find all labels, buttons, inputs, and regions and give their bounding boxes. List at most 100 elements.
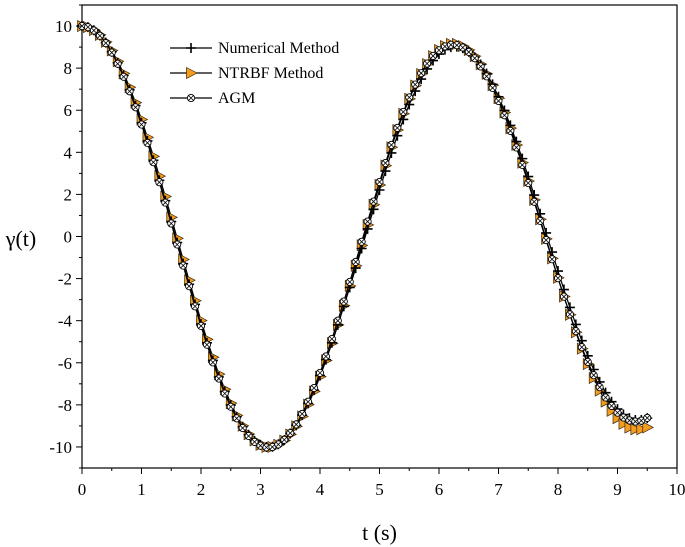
data-point	[624, 421, 637, 434]
legend-label: AGM	[218, 90, 255, 107]
y-tick-label: -6	[58, 354, 72, 373]
data-point	[374, 184, 385, 195]
data-point	[333, 316, 342, 325]
data-point	[321, 352, 331, 361]
plot-frame	[81, 4, 678, 469]
data-point	[286, 429, 295, 438]
data-point	[536, 216, 545, 225]
data-point	[530, 197, 539, 206]
x-tick-label: 8	[554, 480, 563, 499]
marker-cross	[584, 359, 591, 365]
marker-cross	[525, 180, 532, 186]
marker-cross	[96, 32, 103, 39]
data-point	[387, 140, 396, 150]
legend-marker	[186, 66, 198, 80]
marker-cross	[394, 125, 401, 131]
data-point	[405, 93, 414, 102]
data-point	[214, 374, 223, 383]
data-point	[208, 358, 217, 367]
data-point	[500, 111, 509, 120]
data-point	[131, 103, 140, 112]
data-point	[464, 47, 473, 56]
data-point	[155, 178, 164, 187]
marker-cross	[138, 121, 145, 128]
x-tick-label: 10	[669, 480, 685, 499]
marker-cross	[287, 430, 294, 436]
marker-cross	[293, 421, 300, 428]
marker-cross	[442, 43, 448, 50]
data-point	[167, 219, 176, 228]
marker-cross	[364, 218, 371, 225]
data-point	[548, 255, 557, 264]
marker-cross	[245, 433, 252, 439]
y-axis-title: γ(t)	[5, 226, 37, 251]
data-point	[428, 51, 438, 60]
data-point	[542, 236, 551, 245]
marker-cross	[567, 311, 573, 318]
data-point	[327, 334, 336, 344]
marker-cross	[483, 73, 490, 80]
data-point	[411, 80, 420, 89]
marker-cross	[215, 375, 222, 382]
marker-cross	[275, 441, 282, 448]
marker-cross	[638, 417, 645, 424]
marker-cross	[162, 199, 169, 206]
data-point	[190, 302, 200, 311]
series-agm	[77, 21, 652, 452]
data-point	[119, 72, 128, 81]
marker-cross	[578, 344, 585, 351]
y-tick-label: 10	[55, 17, 72, 36]
marker-cross	[340, 298, 347, 305]
legend-marker	[186, 93, 196, 103]
marker-cross	[513, 144, 520, 151]
marker-cross	[263, 444, 270, 451]
marker-cross	[150, 159, 157, 166]
data-point	[280, 435, 289, 444]
data-point	[630, 423, 643, 436]
data-point	[345, 277, 354, 287]
marker-cross	[430, 53, 436, 59]
marker-cross	[370, 198, 377, 205]
marker-cross	[406, 94, 413, 101]
data-point	[393, 123, 402, 132]
y-tick-label: -4	[58, 312, 73, 331]
marker-cross	[192, 303, 198, 310]
data-point	[631, 417, 640, 426]
data-point	[476, 62, 485, 71]
data-point	[494, 96, 503, 106]
data-point	[95, 31, 104, 40]
marker-cross	[85, 24, 91, 30]
data-point	[304, 397, 313, 406]
data-point	[149, 158, 158, 167]
data-point	[577, 343, 586, 352]
marker-cross	[186, 283, 192, 290]
data-point	[589, 371, 598, 380]
x-tick-label: 2	[197, 480, 206, 499]
marker-cross	[555, 275, 561, 282]
y-tick-label: -10	[49, 438, 72, 457]
data-point	[173, 240, 182, 249]
marker-cross	[323, 353, 329, 360]
data-point	[89, 26, 98, 35]
axis-ticks: 0 1 2 3 4 5 6 7 8 9 10 -10 -8 -6 -4 -2 0 2 4 6 8 10	[49, 4, 685, 499]
marker-cross	[537, 218, 544, 224]
marker-cross	[144, 139, 151, 146]
data-point	[232, 414, 241, 423]
marker-cross	[352, 259, 359, 265]
data-point	[559, 292, 569, 301]
marker-cross	[317, 369, 323, 376]
series-line	[81, 25, 648, 448]
data-point	[238, 423, 247, 433]
x-tick-label: 1	[137, 480, 146, 499]
marker-cross	[632, 418, 639, 425]
marker-cross	[501, 112, 508, 119]
data-point	[417, 69, 426, 78]
marker-cross	[477, 63, 484, 70]
data-point	[161, 198, 170, 207]
marker-cross	[519, 162, 526, 168]
y-tick-label: 2	[64, 185, 73, 204]
data-point	[643, 413, 652, 422]
data-point	[553, 274, 563, 283]
marker-cross	[400, 109, 407, 115]
x-tick-label: 7	[494, 480, 503, 499]
